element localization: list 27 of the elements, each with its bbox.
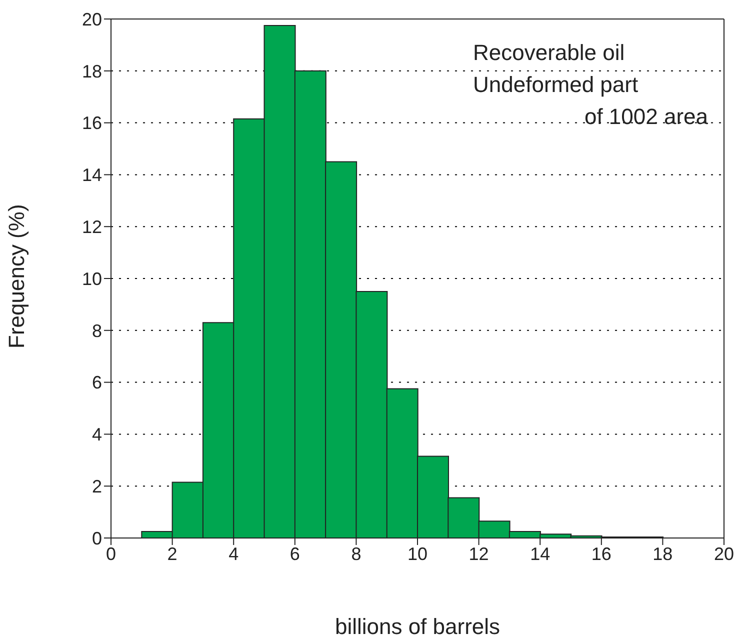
x-tick-label: 2 (167, 544, 178, 564)
y-tick-label: 14 (82, 165, 102, 186)
x-tick-label: 0 (106, 544, 116, 564)
y-tick-label: 10 (82, 268, 102, 289)
x-tick-label: 20 (714, 544, 734, 564)
annotation: of 1002 area (584, 104, 709, 129)
y-tick-label: 6 (92, 372, 102, 393)
x-tick-label: 4 (228, 544, 239, 564)
y-tick-label: 20 (82, 9, 102, 30)
x-tick-label: 10 (407, 544, 428, 564)
y-tick-label: 12 (82, 216, 102, 237)
y-tick-label: 2 (92, 476, 102, 496)
y-tick-label: 18 (82, 61, 102, 82)
x-tick-label: 18 (652, 544, 673, 564)
y-axis-title: Frequency (%) (4, 204, 29, 348)
x-tick-label: 14 (530, 544, 550, 564)
y-tick-label: 8 (92, 320, 102, 341)
x-tick-label: 12 (468, 544, 489, 564)
x-tick-label: 8 (351, 544, 362, 564)
annotation: Recoverable oil (473, 40, 625, 65)
annotation: Undeformed part (473, 72, 638, 97)
x-axis-title: billions of barrels (334, 614, 500, 639)
y-tick-label: 4 (92, 424, 102, 445)
x-tick-label: 16 (591, 544, 612, 564)
y-tick-label: 0 (92, 528, 102, 548)
x-tick-label: 6 (290, 544, 300, 564)
y-tick-label: 16 (82, 113, 102, 134)
